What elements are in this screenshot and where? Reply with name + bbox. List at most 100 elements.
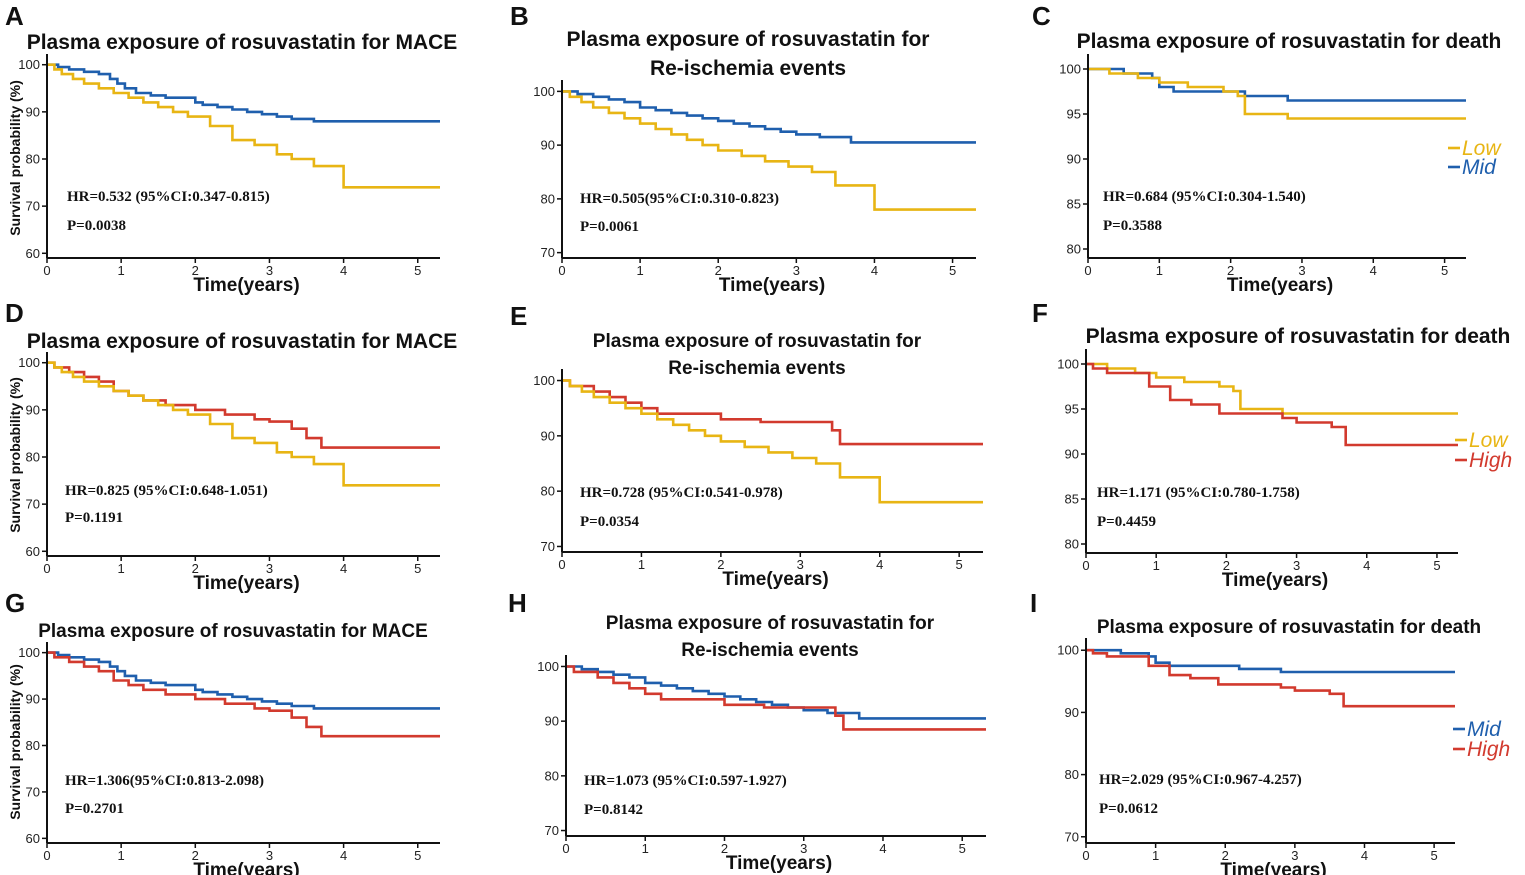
series-line-low <box>1086 362 1458 415</box>
x-tick-label: 0 <box>558 263 565 278</box>
chart-title: Re-ischemia events <box>668 358 845 379</box>
x-tick-label: 2 <box>192 263 199 278</box>
x-tick-label: 5 <box>414 263 421 278</box>
y-tick-label: 100 <box>533 84 555 99</box>
x-tick-label: 3 <box>1293 558 1300 573</box>
panel-b: B Plasma exposure of rosuvastatin for Re-i… <box>510 1 976 296</box>
hazard-ratio-annotation: HR=0.728 (95%CI:0.541-0.978) <box>580 485 783 501</box>
y-tick-label: 90 <box>26 692 40 707</box>
hazard-ratio-annotation: HR=0.684 (95%CI:0.304-1.540) <box>1103 189 1306 205</box>
y-tick-label: 80 <box>545 768 559 783</box>
x-tick-label: 2 <box>1227 263 1234 278</box>
hazard-ratio-annotation: HR=0.532 (95%CI:0.347-0.815) <box>67 189 270 205</box>
x-tick-label: 1 <box>1152 848 1159 863</box>
x-tick-label: 5 <box>1430 848 1437 863</box>
x-tick-label: 0 <box>1082 848 1089 863</box>
y-axis-label: Survival probability (%) <box>7 80 23 236</box>
series-line-high <box>47 651 440 738</box>
x-tick-label: 5 <box>414 848 421 863</box>
series-line-low <box>562 90 976 211</box>
x-tick-label: 5 <box>1433 558 1440 573</box>
series-line-mid <box>47 651 440 710</box>
y-tick-label: 90 <box>26 402 40 417</box>
x-tick-label: 0 <box>43 848 50 863</box>
panel-i: I Plasma exposure of rosuvastatin for dea… <box>1030 588 1510 875</box>
x-tick-label: 3 <box>1291 848 1298 863</box>
y-tick-label: 85 <box>1065 492 1079 507</box>
y-axis-label: Survival probability (%) <box>7 664 23 820</box>
series-line-mid <box>562 90 976 144</box>
x-axis-label: Time(years) <box>193 860 299 875</box>
p-value-annotation: P=0.8142 <box>584 802 643 818</box>
y-tick-label: 70 <box>26 784 40 799</box>
y-tick-label: 60 <box>26 544 40 559</box>
panel-e: E Plasma exposure of rosuvastatin for Re-i… <box>510 301 983 590</box>
x-axis-label: Time(years) <box>193 275 299 296</box>
panel-letter: A <box>5 1 24 31</box>
p-value-annotation: P=0.3588 <box>1103 218 1162 234</box>
x-tick-label: 5 <box>949 263 956 278</box>
x-tick-label: 1 <box>118 263 125 278</box>
x-tick-label: 0 <box>1084 263 1091 278</box>
y-tick-label: 95 <box>1065 402 1079 417</box>
x-tick-label: 3 <box>797 557 804 572</box>
hazard-ratio-annotation: HR=2.029 (95%CI:0.967-4.257) <box>1099 772 1302 788</box>
panel-letter: H <box>508 588 527 618</box>
chart-title: Plasma exposure of rosuvastatin for MACE <box>27 31 458 54</box>
y-tick-label: 100 <box>1059 62 1081 77</box>
y-tick-label: 100 <box>1057 357 1079 372</box>
panel-g: G Plasma exposure of rosuvastatin for MAC… <box>5 588 440 875</box>
x-tick-label: 3 <box>266 561 273 576</box>
hazard-ratio-annotation: HR=1.306(95%CI:0.813-2.098) <box>65 773 264 789</box>
chart-title: Plasma exposure of rosuvastatin for <box>567 28 930 51</box>
x-tick-label: 4 <box>876 557 883 572</box>
y-tick-label: 80 <box>1065 767 1079 782</box>
y-tick-label: 100 <box>533 373 555 388</box>
chart-title: Plasma exposure of rosuvastatin for <box>606 613 935 634</box>
x-tick-label: 4 <box>1361 848 1368 863</box>
y-tick-label: 80 <box>26 738 40 753</box>
x-tick-label: 4 <box>340 561 347 576</box>
series-line-mid <box>566 665 986 720</box>
y-tick-label: 90 <box>545 714 559 729</box>
legend-label-low: Low <box>1469 429 1509 452</box>
y-axis-label: Survival probability (%) <box>7 377 23 533</box>
chart-title: Plasma exposure of rosuvastatin for <box>593 331 922 352</box>
x-tick-label: 2 <box>717 557 724 572</box>
x-tick-label: 0 <box>43 561 50 576</box>
x-tick-label: 2 <box>192 561 199 576</box>
x-axis-label: Time(years) <box>1222 570 1328 591</box>
panel-c: C Plasma exposure of rosuvastatin for dea… <box>1032 1 1502 296</box>
x-tick-label: 2 <box>192 848 199 863</box>
x-axis-label: Time(years) <box>1220 860 1326 875</box>
x-tick-label: 1 <box>1156 263 1163 278</box>
x-tick-label: 5 <box>1441 263 1448 278</box>
chart-title: Re-ischemia events <box>681 640 858 661</box>
y-tick-label: 80 <box>1067 242 1081 257</box>
x-tick-label: 1 <box>118 561 125 576</box>
panel-letter: F <box>1032 298 1048 328</box>
x-tick-label: 3 <box>1298 263 1305 278</box>
legend-label-high: High <box>1467 738 1510 761</box>
x-tick-label: 4 <box>1363 558 1370 573</box>
legend-label-mid: Mid <box>1462 156 1497 179</box>
panel-letter: I <box>1030 588 1037 618</box>
hazard-ratio-annotation: HR=0.825 (95%CI:0.648-1.051) <box>65 483 268 499</box>
x-tick-label: 2 <box>1222 848 1229 863</box>
series-line-low <box>562 379 983 504</box>
panel-letter: C <box>1032 1 1051 31</box>
y-tick-label: 90 <box>1065 447 1079 462</box>
y-tick-label: 80 <box>1065 537 1079 552</box>
y-tick-label: 80 <box>26 152 40 167</box>
panel-h: H Plasma exposure of rosuvastatin for Re-i… <box>508 588 986 874</box>
x-tick-label: 3 <box>266 848 273 863</box>
x-axis-label: Time(years) <box>193 573 299 594</box>
x-tick-label: 4 <box>340 848 347 863</box>
series-line-high <box>566 665 986 731</box>
x-tick-label: 4 <box>1370 263 1377 278</box>
x-tick-label: 1 <box>1153 558 1160 573</box>
chart-title: Plasma exposure of rosuvastatin for deat… <box>1086 325 1511 348</box>
x-tick-label: 3 <box>793 263 800 278</box>
